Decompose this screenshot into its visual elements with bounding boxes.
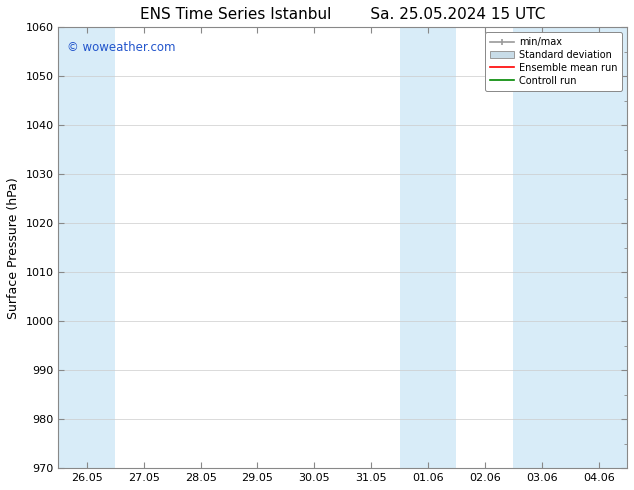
Bar: [58, 27, 115, 468]
Text: © woweather.com: © woweather.com: [67, 41, 176, 53]
Y-axis label: Surface Pressure (hPa): Surface Pressure (hPa): [7, 177, 20, 318]
Legend: min/max, Standard deviation, Ensemble mean run, Controll run: min/max, Standard deviation, Ensemble me…: [485, 32, 622, 91]
Title: ENS Time Series Istanbul        Sa. 25.05.2024 15 UTC: ENS Time Series Istanbul Sa. 25.05.2024 …: [140, 7, 545, 22]
Bar: [399, 27, 456, 468]
Bar: [514, 27, 627, 468]
